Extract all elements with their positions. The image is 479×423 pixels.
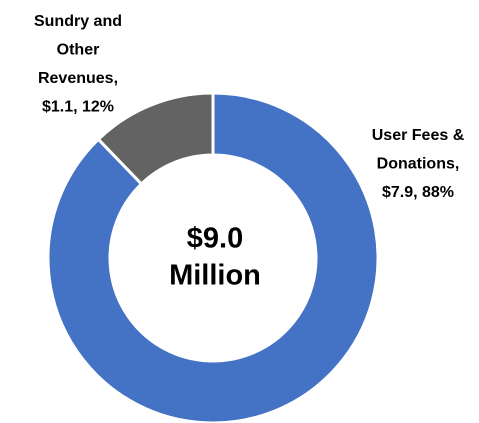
center-label: Million: [169, 260, 261, 292]
data-label: Sundry and: [34, 13, 122, 30]
data-label: $7.9, 88%: [382, 184, 454, 201]
data-label: Revenues,: [38, 70, 118, 87]
center-label: $9.0: [187, 223, 243, 255]
data-label: $1.1, 12%: [42, 99, 114, 116]
data-label: Donations,: [377, 156, 460, 173]
donut-slice: [96, 91, 215, 187]
donut-slice: [46, 91, 380, 423]
data-label: User Fees &: [372, 127, 465, 144]
data-label: Other: [57, 42, 100, 59]
